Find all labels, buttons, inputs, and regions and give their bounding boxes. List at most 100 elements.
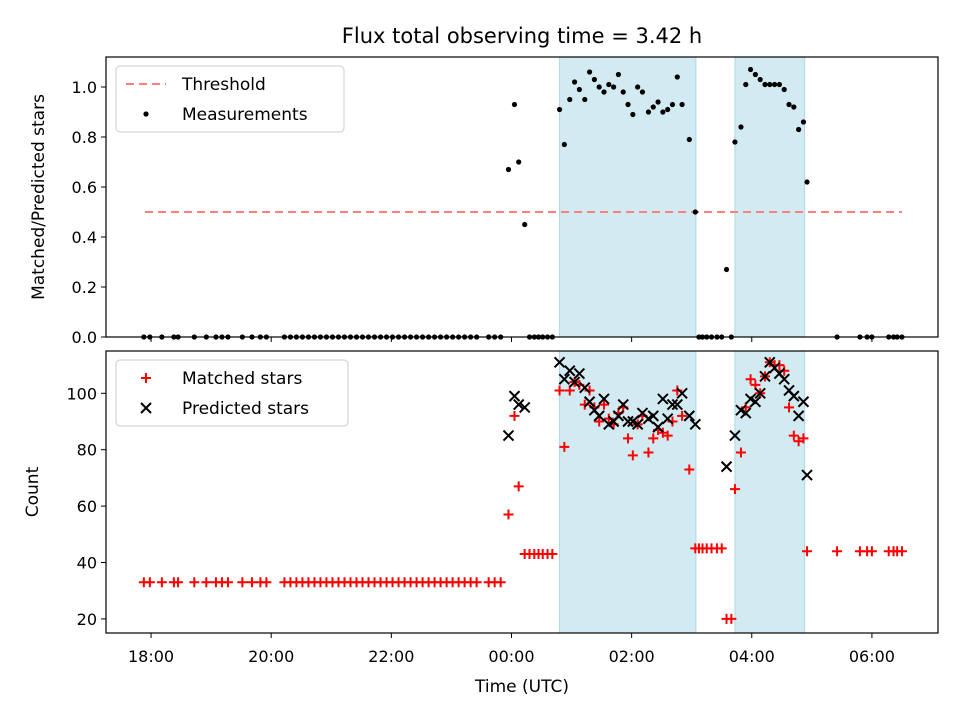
predicted-star-point [720,460,733,473]
measurement-point [800,119,807,125]
measurement-point [586,69,593,75]
legend-label: Threshold [181,75,266,95]
measurement-point [665,106,671,113]
y-tick-label: 40 [77,554,97,573]
y-tick-label: 20 [77,610,97,629]
matched-star-point [547,549,558,560]
shaded-interval [559,56,697,338]
y-tick-label: 0.2 [72,278,97,297]
predicted-star-point [593,410,605,422]
measurement-point [630,111,636,118]
x-tick-label: 04:00 [729,647,775,666]
x-tick-label: 18:00 [128,647,174,666]
measurement-point [781,86,787,93]
matched-star-point [677,410,688,421]
measurement-point [772,81,778,88]
matched-star-point [237,577,248,588]
measurement-point [674,74,680,80]
predicted-star-point [749,396,762,408]
predicted-star-point [579,381,591,394]
y-axis-label: Count [23,466,43,517]
legend-label: Predicted stars [182,399,309,419]
predicted-star-point [583,396,596,408]
predicted-star-point [801,469,813,481]
matched-star-point [222,577,233,588]
measurement-point [732,139,738,145]
matched-star-point [246,577,257,588]
matched-star-point [648,433,659,444]
matched-star-point [643,447,654,458]
measurement-point [738,124,744,130]
predicted-star-point [778,373,790,385]
measurement-point [645,109,652,115]
measurement-point [591,76,597,83]
x-axis-label: Time (UTC) [474,677,569,697]
predicted-star-point [508,390,521,402]
predicted-star-point [518,401,531,414]
measurement-point [571,79,578,85]
matched-star-point [662,430,673,441]
measurement-point [505,166,512,173]
predicted-star-point [740,407,752,419]
predicted-star-point [622,415,634,428]
matched-star-point [866,546,877,557]
matched-star-point [788,430,799,441]
y-axis-label: Matched/Predicted stars [29,94,49,300]
measurement-point [639,89,646,95]
matched-star-point [735,447,746,458]
plot-frame [105,56,939,338]
measurement-point [611,84,617,90]
shaded-interval [734,56,806,338]
measurement-point [511,101,518,108]
predicted-star-point [573,367,586,380]
matched-star-point [471,577,482,588]
predicted-star-point [754,387,766,400]
predicted-star-point [676,387,688,400]
measurement-point [556,106,563,113]
measurement-point [686,136,692,143]
measurement-point [516,159,522,165]
predicted-star-point [647,410,659,422]
matched-star-point [598,399,609,410]
measurement-point [596,84,602,90]
matched-star-point [503,509,514,520]
predicted-star-point [558,373,571,385]
bottom-panel-counts: 20 40 60 80 100 Count Matched stars Predicted s… [23,350,939,638]
matched-star-point [716,543,727,554]
matched-star-point [684,464,695,475]
measurement-point [615,71,622,78]
measurement-point [655,99,661,105]
measurement-point [752,71,758,78]
measurement-point [582,96,588,103]
predicted-star-point [661,412,674,425]
plot-frame [105,350,939,634]
measurement-point [786,101,792,108]
measurement-point [757,76,763,83]
predicted-star-point [512,398,525,411]
matched-star-point [559,441,570,452]
top-panel-ratio: 0.0 0.2 0.4 0.6 0.8 1.0 Matched/Predicted star… [29,56,939,347]
predicted-star-point [759,370,771,383]
predicted-star-point [617,398,629,411]
x-tick-label: 20:00 [248,647,294,666]
measurement-point [804,179,810,185]
predicted-star-point [788,390,800,402]
measurement-point [669,101,676,108]
chart-title: Flux total observing time = 3.42 h [342,24,702,48]
x-tick-label: 02:00 [609,647,655,666]
predicted-star-point [689,418,702,431]
matched-star-point [201,577,212,588]
matched-star-point [173,577,184,588]
legend-box [115,65,345,133]
legend-box [115,359,349,427]
predicted-star-point [631,418,644,431]
measurement-point [747,66,754,73]
measurement-point [601,89,607,95]
measurement-point [743,81,749,88]
matched-star-point [745,374,756,385]
measurement-point [522,221,528,228]
legend-measurement-swatch [143,111,149,117]
matched-star-point [802,546,813,557]
matched-star-point [784,402,795,413]
